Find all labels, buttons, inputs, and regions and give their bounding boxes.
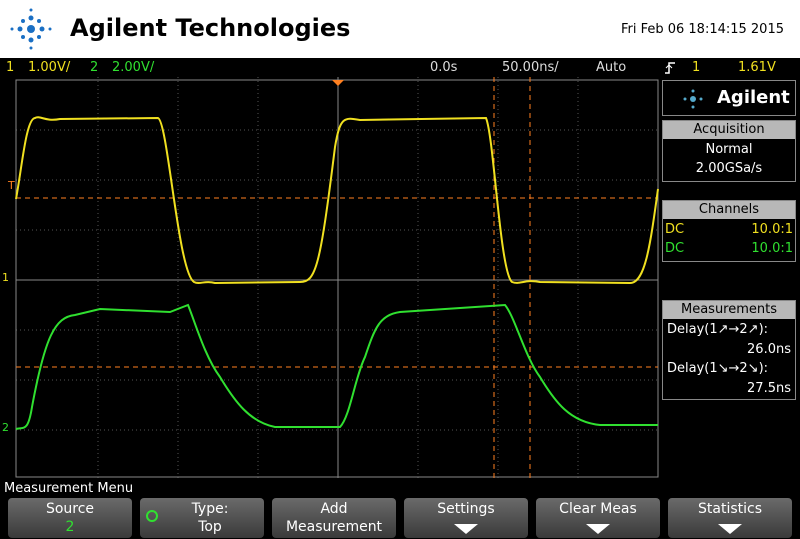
graticule: T 1 2 (2, 77, 659, 478)
ch1-probe: 10.0:1 (751, 222, 793, 237)
key-label: Add (320, 501, 348, 517)
menu-title: Measurement Menu (4, 481, 134, 496)
trigger-position (332, 80, 344, 86)
acq-rate: 2.00GSa/s (695, 161, 763, 176)
ch2-ground-marker: 2 (2, 421, 9, 434)
submenu-arrow (718, 524, 742, 534)
key-label: Clear Meas (559, 501, 637, 517)
trigger-marker: T (7, 179, 15, 192)
side-panel: Agilent Acquisition Normal 2.00GSa/s Cha… (660, 80, 800, 478)
trigger-edge-icon (665, 62, 675, 74)
ch1-label: 1 (6, 60, 15, 75)
submenu-arrow (586, 524, 610, 534)
ch2-scale: 2.00V/ (112, 60, 155, 75)
channels-title: Channels (663, 201, 795, 219)
acq-mode: Normal (705, 142, 753, 157)
meas-value: 26.0ns (747, 342, 791, 357)
acquisition-title: Acquisition (663, 121, 795, 139)
softkey[interactable]: Type: Top (140, 498, 264, 538)
submenu-arrow (454, 524, 478, 534)
softkey[interactable]: Statistics (668, 498, 792, 538)
ch2-coupling: DC (665, 241, 685, 256)
grid (16, 77, 658, 478)
key-label: Type: (191, 501, 229, 517)
softkey[interactable]: Clear Meas (536, 498, 660, 538)
time-scale: 50.00ns/ (502, 60, 559, 75)
datetime: Fri Feb 06 18:14:15 2015 (620, 22, 784, 37)
key-label: Settings (437, 501, 495, 517)
channels-box: Channels DC 10.0:1 DC 10.0:1 (662, 200, 796, 262)
key-label: Source (45, 501, 95, 517)
brand: Agilent Technologies (70, 14, 351, 42)
trigger-mode: Auto (596, 60, 627, 75)
side-logo: Agilent (717, 87, 790, 108)
trigger-level: 1.61V (738, 60, 776, 75)
key-label: Measurement (285, 519, 383, 535)
key-value: 2 (65, 519, 75, 535)
ch2-probe: 10.0:1 (751, 241, 793, 256)
logo-icon (10, 8, 52, 50)
ch2-label: 2 (90, 60, 99, 75)
acquisition-box: Acquisition Normal 2.00GSa/s (662, 120, 796, 182)
cursors (16, 77, 658, 478)
header: Agilent Technologies Fri Feb 06 18:14:15… (0, 0, 800, 58)
cycle-icon (146, 510, 158, 522)
softkey[interactable]: Add Measurement (272, 498, 396, 538)
ch1-ground-marker: 1 (2, 271, 9, 284)
ch1-scale: 1.00V/ (28, 60, 71, 75)
measurements-box: Measurements Delay(1↗→2↗): 26.0ns Delay(… (662, 300, 796, 400)
ch2-trace (15, 303, 658, 430)
key-label: Statistics (698, 501, 762, 517)
side-logo-icon (683, 89, 703, 109)
softkey[interactable]: Source 2 (8, 498, 132, 538)
key-value: Top (198, 519, 222, 535)
softkey[interactable]: Settings (404, 498, 528, 538)
meas-value: 27.5ns (747, 381, 791, 396)
logo-box: Agilent (662, 80, 796, 116)
measurements-title: Measurements (663, 301, 795, 319)
meas-label: Delay(1↗→2↗): (667, 322, 769, 337)
time-offset: 0.0s (430, 60, 458, 75)
status-bar: 1 1.00V/ 2 2.00V/ 0.0s 50.00ns/ Auto 1 1… (0, 58, 800, 77)
ch1-trace (15, 116, 659, 285)
meas-label: Delay(1↘→2↘): (667, 361, 769, 376)
softkey-menu: Measurement Menu Source 2 Type: Top Add Mea… (0, 478, 800, 539)
ch1-coupling: DC (665, 222, 685, 237)
trigger-source: 1 (692, 60, 701, 75)
